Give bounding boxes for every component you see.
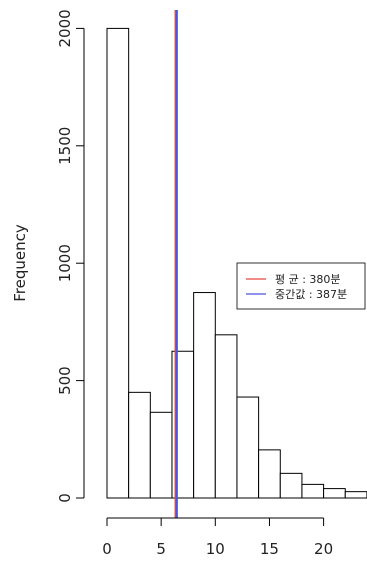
histogram-bar-11 bbox=[344, 491, 367, 499]
histogram-bar-5 bbox=[214, 334, 238, 499]
legend-box bbox=[236, 262, 366, 310]
y-tick-label-1: 500 bbox=[56, 366, 74, 395]
y-axis: 0 500 1000 1500 2000 bbox=[56, 9, 85, 503]
legend-label-0: 평 균 : 380분 bbox=[275, 273, 341, 286]
x-tick-label-1: 5 bbox=[156, 540, 166, 558]
x-tick-label-2: 10 bbox=[206, 540, 225, 558]
histogram-bar-2 bbox=[149, 411, 173, 499]
x-axis: 0 5 10 15 20 bbox=[102, 517, 333, 558]
histogram-bar-1 bbox=[128, 391, 151, 499]
histogram-bar-0 bbox=[106, 27, 130, 499]
y-tick-label-4: 2000 bbox=[56, 9, 74, 47]
histogram-bar-8 bbox=[279, 472, 303, 499]
legend-label-1: 중간값 : 387분 bbox=[275, 288, 347, 301]
histogram-bar-7 bbox=[258, 449, 281, 499]
histogram-bar-4 bbox=[193, 292, 216, 499]
histogram-bar-9 bbox=[301, 483, 325, 499]
reference-lines bbox=[174, 10, 178, 518]
x-tick-label-3: 15 bbox=[260, 540, 279, 558]
y-axis-label: Frequency bbox=[11, 224, 29, 302]
y-tick-label-3: 1500 bbox=[56, 127, 74, 165]
histogram-bar-10 bbox=[323, 488, 346, 499]
x-tick-label-0: 0 bbox=[102, 540, 112, 558]
histogram-bar-6 bbox=[236, 396, 260, 499]
y-tick-label-0: 0 bbox=[56, 493, 74, 503]
x-tick-label-4: 20 bbox=[314, 540, 333, 558]
y-tick-label-2: 1000 bbox=[56, 244, 74, 282]
